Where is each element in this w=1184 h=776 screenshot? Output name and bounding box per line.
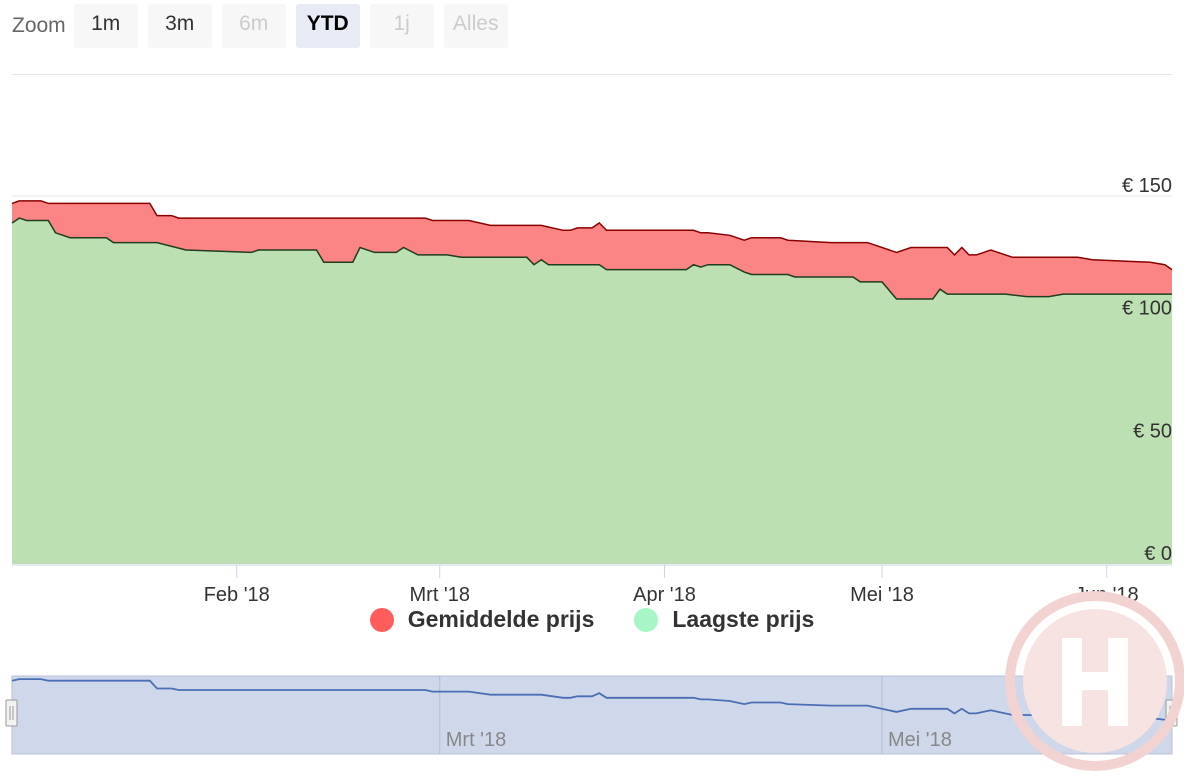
toolbar-divider (12, 74, 1172, 75)
navigator-tick-label: Mrt '18 (446, 729, 507, 751)
zoom-button-6m[interactable]: 6m (221, 4, 286, 48)
series-layer (11, 200, 1173, 564)
zoom-button-3m[interactable]: 3m (147, 4, 212, 48)
zoom-button-alles[interactable]: Alles (443, 4, 508, 48)
zoom-label: Zoom (12, 14, 66, 37)
zoom-button-1j[interactable]: 1j (369, 4, 434, 48)
axis-layer: € 150 € 100 € 50 € 0 Feb '18 Mrt '18 Apr '18 Me… (12, 175, 1172, 606)
series-area-gemiddelde (12, 200, 1172, 299)
navigator-series-line (11, 678, 1173, 724)
navigator-tick-label: Mei '18 (888, 729, 952, 751)
y-tick-label: € 50 (1133, 420, 1172, 442)
legend-item-laagste[interactable]: Laagste prijs (634, 606, 814, 633)
x-tick-label: Mei '18 (850, 584, 914, 606)
navigator-window (11, 675, 1173, 755)
series-line-laagste (11, 217, 1172, 300)
legend-label-gemiddelde: Gemiddelde prijs (407, 606, 595, 632)
zoom-button-ytd[interactable]: YTD (295, 4, 360, 48)
h-logo-watermark-icon (1005, 591, 1184, 771)
x-tick-label: Apr '18 (633, 584, 696, 606)
navigator-handle-left[interactable] (5, 699, 18, 727)
series-line-gemiddelde (11, 200, 1173, 271)
zoom-toolbar: Zoom 1m 3m 6m YTD 1j Alles (12, 4, 518, 48)
legend-item-gemiddelde[interactable]: Gemiddelde prijs (369, 606, 595, 633)
y-tick-label: € 0 (1144, 543, 1172, 565)
y-tick-label: € 100 (1122, 298, 1172, 320)
x-tick-label: Feb '18 (204, 584, 270, 606)
legend: Gemiddelde prijs Laagste prijs (0, 606, 1184, 633)
x-tick-label: Mrt '18 (410, 584, 471, 606)
y-tick-label: € 150 (1122, 175, 1172, 197)
legend-label-laagste: Laagste prijs (672, 606, 815, 632)
zoom-button-1m[interactable]: 1m (73, 4, 138, 48)
legend-dot-gemiddelde (369, 607, 394, 632)
series-area-laagste (12, 218, 1172, 564)
legend-dot-laagste (634, 607, 659, 632)
